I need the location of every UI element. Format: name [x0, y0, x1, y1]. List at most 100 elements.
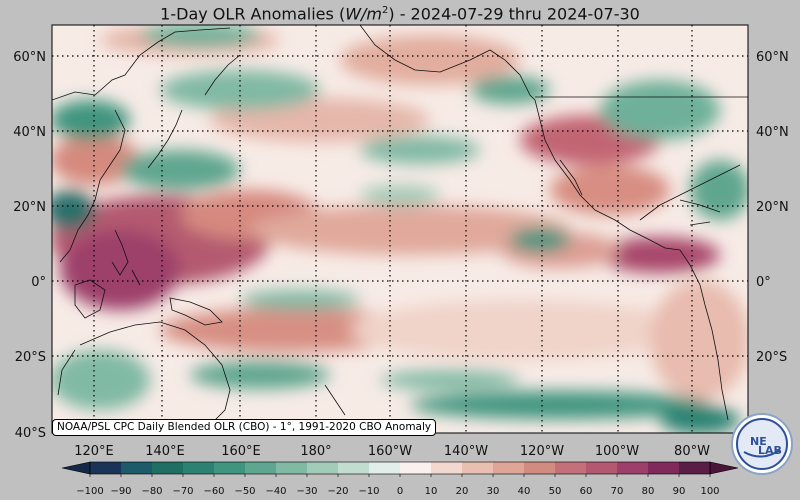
coastline-new-zealand	[324, 384, 346, 416]
colorbar-segment	[90, 462, 122, 474]
anomaly-blob	[52, 350, 150, 410]
coastline-alaska	[359, 25, 536, 101]
anomaly-blob	[60, 230, 180, 310]
anomaly-blob	[52, 100, 130, 140]
colorbar-segments	[90, 462, 711, 474]
anomaly-blob	[350, 300, 690, 360]
colorbar-tick-label: −20	[327, 486, 348, 497]
logo-text-bottom: LAB	[758, 444, 782, 457]
lon-label: 160°E	[221, 444, 261, 459]
colorbar-tick-label: 0	[397, 486, 403, 497]
lon-labels: 120°E 140°E 160°E 180° 160°W 140°W 120°W…	[74, 444, 710, 459]
colorbar-segment	[121, 462, 153, 474]
lat-label-left: 40°N	[13, 125, 46, 140]
lon-label: 100°W	[595, 444, 639, 459]
colorbar-segment	[679, 462, 711, 474]
colorbar-tick-label: 30	[487, 486, 500, 497]
colorbar-segment	[276, 462, 308, 474]
chart-title: 1-Day OLR Anomalies (W/m2) - 2024-07-29 …	[0, 0, 800, 24]
lat-label-left: 60°N	[13, 50, 46, 65]
coastline-japan	[147, 109, 183, 169]
colorbar: −100 −90 −80 −70 −60 −50 −40 −30 −20 −10 0 10 20 30 40…	[61, 461, 739, 497]
colorbar-segment	[338, 462, 370, 474]
colorbar-segment	[400, 462, 432, 474]
anomaly-blob	[120, 150, 240, 190]
anomaly-blob	[340, 35, 520, 85]
anomaly-blob	[690, 160, 748, 220]
anomaly-blob	[52, 135, 140, 185]
anomaly-blob	[240, 290, 360, 310]
anomaly-blob	[190, 361, 330, 389]
title-prefix: 1-Day OLR Anomalies (	[160, 4, 346, 24]
lat-label-left: 0°	[31, 275, 46, 290]
colorbar-tick-label: −30	[296, 486, 317, 497]
lon-label: 180°	[300, 444, 331, 459]
anomaly-blob	[470, 76, 550, 104]
colorbar-segment	[152, 462, 184, 474]
colorbar-tick-label: 90	[673, 486, 686, 497]
title-unit-exp: 2	[381, 5, 389, 16]
coastline-kamchatka	[204, 54, 241, 96]
coastline-south-america	[679, 249, 729, 421]
noaa-eclipse-lab-logo: NE LAB	[731, 413, 793, 475]
anomaly-blob	[210, 98, 430, 142]
colorbar-tick-label: −10	[358, 486, 379, 497]
lat-labels-right: 60°N 40°N 20°N 0° 20°S	[756, 50, 789, 365]
anomaly-blob	[140, 25, 260, 47]
coastline-asia	[52, 27, 231, 263]
colorbar-tick-label: 100	[700, 486, 719, 497]
lon-label: 120°W	[520, 444, 564, 459]
title-unit-base: W/m	[345, 4, 382, 24]
lat-labels-left: 60°N 40°N 20°N 0° 20°S 40°S	[13, 50, 46, 441]
coastlines	[52, 25, 748, 433]
lat-label-right: 60°N	[756, 50, 789, 65]
colorbar-tick-label: −40	[265, 486, 286, 497]
anomaly-blob	[410, 391, 710, 419]
anomaly-blob	[600, 80, 720, 140]
anomaly-blob	[660, 406, 740, 433]
colorbar-tick-label: 80	[642, 486, 655, 497]
colorbar-segment	[214, 462, 246, 474]
anomaly-blob	[510, 228, 570, 252]
colorbar-tick-label: −50	[234, 486, 255, 497]
anomaly-blob	[550, 165, 670, 215]
lat-label-left: 20°N	[13, 200, 46, 215]
colorbar-segment	[431, 462, 463, 474]
colorbar-segment	[183, 462, 215, 474]
colorbar-segment	[307, 462, 339, 474]
colorbar-tick-label: 50	[549, 486, 562, 497]
colorbar-tick-label: 40	[518, 486, 531, 497]
graticule	[52, 25, 748, 433]
coastline-north-america	[534, 99, 741, 251]
coastline-caribbean	[679, 199, 721, 226]
colorbar-segment	[586, 462, 618, 474]
colorbar-tick-label: 20	[456, 486, 469, 497]
anomaly-blob	[360, 136, 480, 164]
coastline-baja	[559, 159, 583, 196]
colorbar-tick-label: −90	[110, 486, 131, 497]
coastline-borneo	[74, 279, 106, 319]
colorbar-ticks: −100 −90 −80 −70 −60 −50 −40 −30 −20 −10 0 10 20 30 40…	[76, 474, 720, 497]
coastline-philippines	[111, 229, 141, 286]
lon-label: 120°E	[74, 444, 114, 459]
anomaly-blob	[380, 370, 520, 390]
lat-label-left: 40°S	[15, 426, 46, 441]
coastline-australia	[57, 321, 231, 433]
colorbar-segment	[245, 462, 277, 474]
coastline-new-guinea	[169, 297, 223, 326]
colorbar-segment	[369, 462, 401, 474]
lat-label-left: 20°S	[15, 350, 46, 365]
lon-label: 140°E	[145, 444, 185, 459]
anomaly-blob	[650, 280, 748, 400]
colorbar-tick-label: −60	[203, 486, 224, 497]
anomaly-blob	[250, 205, 570, 255]
anomaly-blob	[360, 185, 440, 205]
logo-text-top: NE	[750, 435, 767, 448]
lat-label-right: 40°N	[756, 125, 789, 140]
colorbar-tick-label: 70	[611, 486, 624, 497]
lat-label-right: 20°N	[756, 200, 789, 215]
source-label: NOAA/PSL CPC Daily Blended OLR (CBO) - 1…	[52, 419, 437, 436]
colorbar-segment	[648, 462, 680, 474]
colorbar-tick-label: −100	[76, 486, 103, 497]
